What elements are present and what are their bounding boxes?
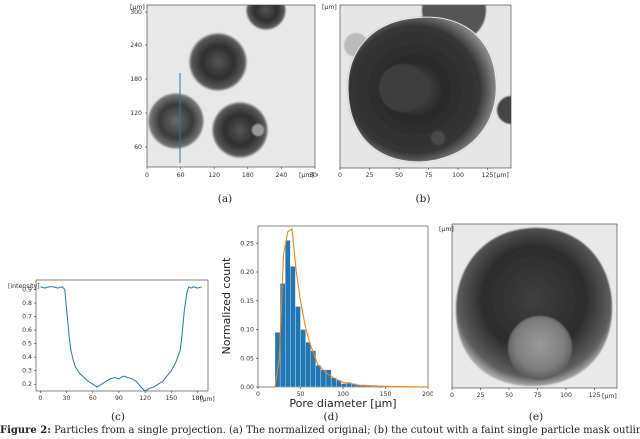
panel-e-xtick: 125 (589, 392, 601, 399)
histogram-ytick: 0.00 (240, 384, 254, 391)
panel-d: 0.00 0.05 0.10 0.15 0.20 0.25 0 50 100 150 200 Po… (218, 218, 434, 413)
histogram-ytick: 0.10 (240, 327, 254, 334)
panel-b-image: [μm] 0 25 50 75 100 125 [μm] (322, 4, 512, 179)
histogram-bar (305, 342, 311, 388)
panel-a-xtick: 60 (177, 172, 185, 179)
panel-a-xtick: 120 (208, 172, 220, 179)
panel-e-xtick: 50 (505, 392, 513, 399)
panel-e-xtick: 100 (560, 392, 572, 399)
histogram-bar (290, 266, 296, 388)
pore-diameter-histogram: 0.00 0.05 0.10 0.15 0.20 0.25 0 50 100 150 200 Po… (220, 225, 434, 410)
panel-a-label: (a) (217, 193, 233, 205)
histogram-bar (315, 364, 322, 388)
fit-curve (274, 227, 429, 388)
histogram-x-label: Pore diameter [μm] (289, 397, 396, 410)
panel-e-x-unit: [μm] (602, 393, 617, 400)
panel-a-x-unit: [μm] (299, 172, 314, 179)
panel-c-xtick: 60 (89, 395, 97, 402)
histogram-ytick: 0.15 (240, 298, 254, 305)
panel-c-xtick: 0 (38, 395, 42, 402)
intensity-line (40, 286, 203, 392)
panel-a-xtick: 0 (145, 172, 149, 179)
panel-e-image: [μm] 0 25 50 75 100 125 [μm] (439, 223, 618, 400)
panel-b-xtick: 125 (482, 172, 494, 179)
panel-c-xtick: 90 (115, 395, 123, 402)
figure-caption: Figure 2: Particles from a single projec… (0, 425, 640, 439)
panel-c-ytick: 0.7 (22, 314, 32, 321)
panel-c-x-unit: [μm] (200, 396, 215, 403)
panel-b: [μm] 0 25 50 75 100 125 [μm] (318, 0, 518, 185)
particle-mask-outline (347, 16, 497, 163)
panel-a-ytick: 120 (130, 110, 142, 117)
panel-a-ytick: 60 (134, 144, 142, 151)
panel-d-label: (d) (323, 411, 339, 423)
histogram-bar (325, 369, 332, 388)
panel-b-y-unit: [μm] (322, 4, 337, 11)
panel-c-xtick: 30 (63, 395, 71, 402)
histogram-bar (341, 383, 347, 388)
panel-a-xtick: 240 (275, 172, 287, 179)
panel-b-label: (b) (415, 193, 431, 205)
panel-a-ytick: 300 (130, 9, 142, 16)
histogram-xtick: 150 (380, 391, 392, 398)
panel-a: [μm] 60 120 180 240 300 0 60 120 180 240 300 [μm] (118, 0, 321, 185)
panel-a-xtick: 300 (309, 172, 318, 179)
panel-a-ytick: 240 (130, 42, 142, 49)
histogram-y-label: Normalized count (220, 257, 233, 355)
panel-b-xtick: 50 (395, 172, 403, 179)
panel-c-ytick: 0.8 (22, 300, 32, 307)
histogram-xtick: 0 (256, 391, 260, 398)
panel-c-ytick: 0.9 (22, 286, 32, 293)
panel-c-ytick: 0.5 (22, 341, 32, 348)
panel-e-label: (e) (528, 411, 544, 423)
histogram-xtick: 100 (337, 391, 349, 398)
panel-e-xtick: 75 (534, 392, 542, 399)
panel-b-xtick: 0 (338, 172, 342, 179)
panel-b-xtick: 25 (366, 172, 374, 179)
panel-e-xtick: 0 (450, 392, 454, 399)
histogram-xtick: 200 (422, 391, 433, 398)
histogram-ytick: 0.05 (240, 355, 254, 362)
panel-c: [intensity] [μm] 0.9 0.8 0.7 0.6 0.5 0.4 0.3 0.… (0, 270, 215, 405)
panel-b-xtick: 75 (425, 172, 433, 179)
panel-a-image: [μm] 60 120 180 240 300 0 60 120 180 240 300 [μm] (130, 4, 321, 179)
panel-c-y-unit: [intensity] (8, 283, 40, 290)
panel-c-xtick: 150 (165, 395, 177, 402)
panel-c-ytick: 0.4 (22, 354, 32, 361)
panel-c-ytick: 0.3 (22, 368, 32, 375)
intensity-profile-chart: [intensity] [μm] 0.9 0.8 0.7 0.6 0.5 0.4 0.3 0.… (8, 279, 215, 403)
panel-c-label: (c) (110, 411, 126, 423)
histogram-xtick: 50 (297, 391, 305, 398)
panel-c-ytick: 0.2 (22, 381, 32, 388)
panel-b-x-unit: [μm] (494, 172, 509, 179)
caption-prefix: Figure 2: (0, 425, 51, 436)
panel-c-xtick: 120 (139, 395, 151, 402)
panel-e-xtick: 25 (477, 392, 485, 399)
panel-c-xtick: 180 (192, 395, 204, 402)
histogram-bar (300, 329, 306, 388)
panel-a-xtick: 180 (242, 172, 254, 179)
histogram-bar (279, 283, 286, 388)
histogram-ytick: 0.20 (240, 269, 254, 276)
panel-b-xtick: 100 (452, 172, 464, 179)
histogram-bar (295, 306, 301, 388)
panel-e-y-unit: [μm] (439, 226, 454, 233)
caption-text: Particles from a single projection. (a) … (54, 425, 640, 436)
histogram-ytick: 0.25 (240, 240, 254, 247)
panel-a-y-unit: [μm] (130, 4, 145, 11)
panel-c-ytick: 0.6 (22, 327, 32, 334)
panel-a-ytick: 180 (130, 76, 142, 83)
histogram-bar (285, 240, 291, 388)
panel-e: [μm] 0 25 50 75 100 125 [μm] (432, 218, 640, 408)
